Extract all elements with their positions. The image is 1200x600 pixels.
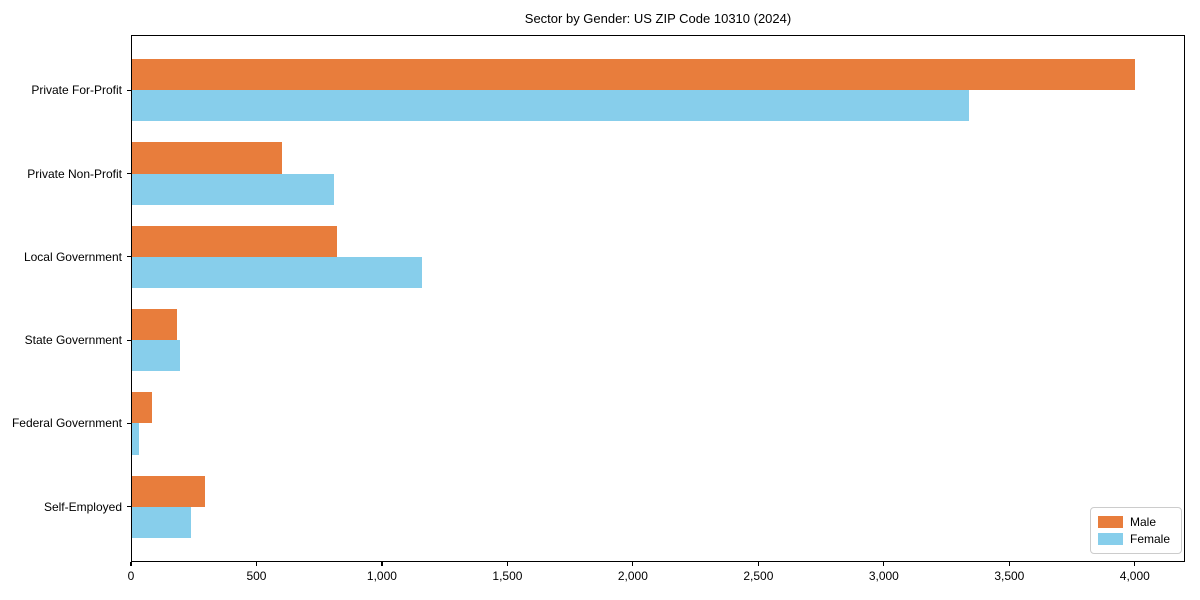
x-tick [255, 562, 258, 566]
x-tick-label: 500 [246, 569, 267, 583]
bar-male-6 [131, 475, 206, 507]
x-tick [506, 562, 509, 566]
y-tick-label: State Government [24, 333, 122, 348]
chart-title: Sector by Gender: US ZIP Code 10310 (202… [524, 11, 792, 26]
legend-label-male: Male [1130, 514, 1157, 529]
x-tick [757, 562, 759, 566]
bar-male-2 [131, 142, 282, 174]
bar-female-6 [131, 506, 192, 539]
bar-female-1 [131, 90, 970, 122]
legend-label-female: Female [1130, 532, 1171, 547]
legend: Male Female [1090, 507, 1182, 554]
x-tick-label: 2,500 [743, 569, 774, 583]
bar-female-2 [131, 173, 335, 205]
bar-male-3 [131, 225, 337, 257]
y-tick [127, 339, 131, 341]
y-tick-label: Self-Employed [43, 499, 122, 514]
legend-swatch-male [1098, 515, 1123, 528]
x-tick-label: 1,500 [492, 569, 523, 583]
legend-item-female: Female [1098, 532, 1174, 546]
x-tick [883, 562, 885, 566]
y-tick-label: Local Government [23, 249, 122, 264]
legend-swatch-female [1098, 533, 1123, 546]
y-tick [127, 89, 131, 91]
x-tick [130, 562, 132, 566]
x-tick [632, 562, 634, 566]
y-tick [127, 506, 131, 508]
y-tick-label: Private For-Profit [31, 83, 122, 98]
x-tick [1134, 562, 1136, 566]
x-tick-label: 4,000 [1119, 569, 1150, 583]
x-tick [381, 562, 383, 566]
x-tick [1008, 562, 1010, 566]
legend-item-male: Male [1098, 515, 1174, 529]
bar-male-5 [131, 392, 153, 424]
bar-male-1 [131, 58, 1135, 91]
bar-female-4 [131, 340, 180, 372]
y-tick [127, 172, 131, 175]
x-tick-label: 0 [127, 569, 135, 583]
x-tick-label: 1,000 [366, 569, 397, 583]
bar-female-5 [131, 423, 139, 455]
bar-female-3 [131, 256, 423, 289]
x-tick-label: 2,000 [617, 569, 648, 583]
x-tick-label: 3,000 [868, 569, 899, 583]
y-tick-label: Private Non-Profit [27, 166, 122, 181]
y-tick [127, 256, 131, 258]
bar-male-4 [131, 308, 178, 341]
y-tick [127, 422, 131, 425]
x-tick-label: 3,500 [994, 569, 1025, 583]
y-tick-label: Federal Government [11, 416, 122, 431]
